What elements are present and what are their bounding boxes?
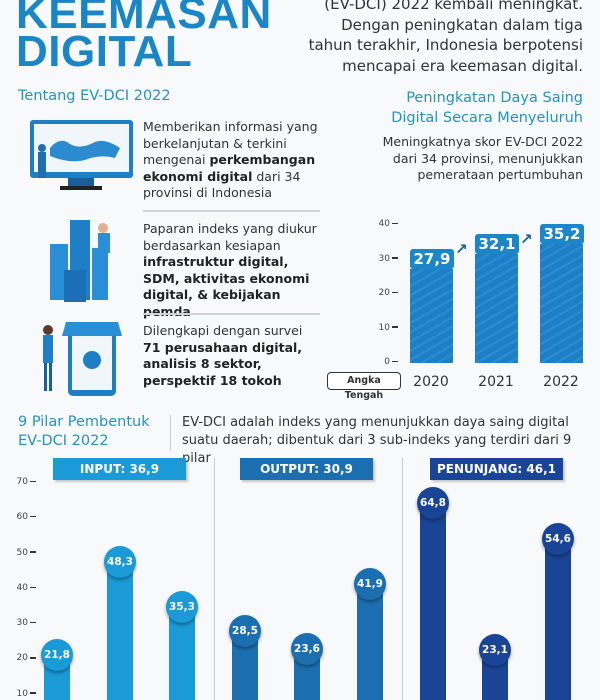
- monitor-map-icon: [30, 120, 133, 190]
- y-tick-label: 10: [6, 689, 36, 699]
- data-label: 28,5: [229, 615, 261, 648]
- pillars-desc: EV-DCI adalah indeks yang menunjukkan da…: [182, 414, 600, 468]
- section-divider: [214, 458, 215, 700]
- divider: [143, 313, 320, 315]
- data-label: 35,2: [540, 223, 584, 244]
- growth-heading: Peningkatan Daya Saing Digital Secara Me…: [391, 88, 583, 128]
- y-tick-label: 40: [6, 583, 36, 593]
- pillars-desc-line: suatu daerah; dibentuk dari 3 sub-indeks…: [182, 433, 572, 466]
- bar: [410, 266, 453, 363]
- x-tick-label: 2022: [543, 374, 579, 390]
- group-badge: INPUT: 36,9: [53, 458, 186, 480]
- y-tick-label: 20: [368, 288, 398, 298]
- server-person-icon: [50, 220, 110, 302]
- data-label: 21,8: [41, 639, 73, 672]
- data-label: 41,9: [354, 568, 386, 601]
- x-tick-label: 2021: [478, 374, 514, 390]
- intro-line: tahun terakhir, Indonesia berpotensi: [308, 36, 583, 54]
- intro-line: (EV-DCI) 2022 kembali meningkat.: [324, 0, 583, 13]
- intro-line: mencapai era keemasan digital.: [342, 56, 583, 75]
- data-label: 23,6: [291, 632, 323, 665]
- trend-arrow-icon: ↗: [455, 240, 468, 259]
- y-tick-label: 40: [368, 219, 398, 229]
- pillars-heading-line: 9 Pilar Pembentuk: [18, 414, 150, 430]
- intro-text: (EV-DCI) 2022 kembali meningkat. Dengan …: [253, 0, 583, 76]
- growth-desc-line: Meningkatnya skor EV-DCI 2022: [382, 134, 583, 149]
- y-tick-label: 30: [6, 618, 36, 628]
- divider: [143, 210, 320, 212]
- trend-arrow-icon: ↗: [520, 229, 533, 248]
- shop-phone-icon: [43, 322, 122, 396]
- data-label: 23,1: [479, 634, 511, 667]
- growth-heading-line: Peningkatan Daya Saing: [406, 90, 583, 106]
- intro-line: Dengan peningkatan dalam tiga: [341, 15, 583, 34]
- title-line-1: KEEMASAN: [16, 0, 272, 38]
- data-label: 64,8: [417, 487, 449, 520]
- y-tick-label: 10: [368, 323, 398, 333]
- bar: [545, 537, 571, 700]
- median-badge: Angka Tengah: [327, 372, 401, 401]
- x-tick-label: 2020: [413, 374, 449, 390]
- pillars-desc-line: EV-DCI adalah indeks yang menunjukkan da…: [182, 415, 569, 430]
- group-badge: OUTPUT: 30,9: [240, 458, 373, 480]
- bar: [357, 582, 383, 700]
- y-tick-label: 70: [6, 477, 36, 487]
- growth-chart: 0 10 20 30 40 27,9 2020 32,1 2021 ↗ 35,2 2022 ↗: [0, 0, 600, 400]
- about-item: Memberikan informasi yang berkelanjutan …: [143, 119, 318, 200]
- growth-desc-line: dari 34 provinsi, menunjukkan: [392, 150, 583, 166]
- about-heading: Tentang EV-DCI 2022: [18, 88, 171, 104]
- pillars-heading: 9 Pilar Pembentuk EV-DCI 2022: [18, 413, 150, 451]
- bar: [420, 501, 446, 700]
- y-tick-label: 30: [368, 254, 398, 264]
- section-divider: [402, 458, 403, 700]
- y-tick-label: 20: [6, 653, 36, 663]
- growth-heading-line: Digital Secara Menyeluruh: [391, 110, 583, 126]
- data-label: 48,3: [104, 545, 136, 578]
- group-badge: PENUNJANG: 46,1: [430, 458, 563, 480]
- y-tick-label: 60: [6, 512, 36, 522]
- pillars-heading-line: EV-DCI 2022: [18, 433, 109, 449]
- divider: [170, 415, 171, 451]
- y-tick-label: 0: [368, 357, 398, 367]
- y-tick-label: 50: [6, 548, 36, 558]
- data-label: 32,1: [475, 234, 519, 255]
- growth-desc: Meningkatnya skor EV-DCI 2022 dari 34 pr…: [383, 134, 583, 184]
- about-item: Paparan indeks yang diukur berdasarkan k…: [143, 221, 317, 319]
- growth-desc-line: pemerataan pertumbuhan: [417, 167, 583, 182]
- about-item: Dilengkapi dengan survei 71 perusahaan d…: [143, 323, 303, 388]
- title-line-2: DIGITAL: [16, 27, 193, 76]
- data-label: 54,6: [542, 523, 574, 556]
- bar: [107, 559, 133, 700]
- data-label: 27,9: [410, 248, 454, 269]
- data-label: 35,3: [166, 591, 198, 624]
